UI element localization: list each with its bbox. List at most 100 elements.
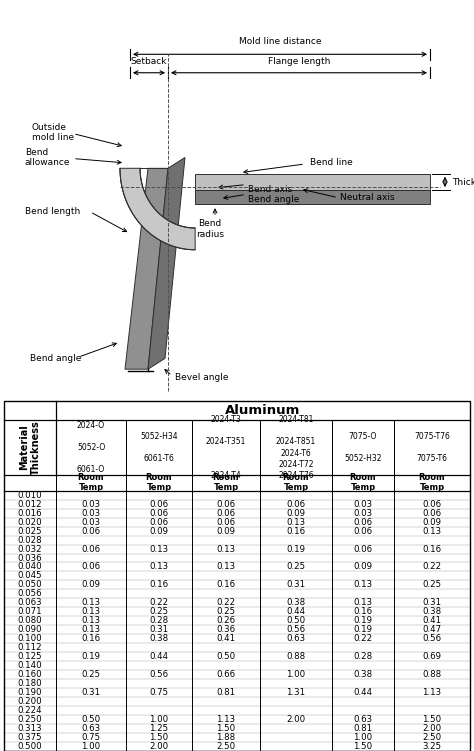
Text: 0.010: 0.010 — [18, 490, 42, 499]
Text: 0.16: 0.16 — [149, 581, 169, 590]
Text: 0.13: 0.13 — [217, 544, 236, 553]
Text: Bend line: Bend line — [310, 158, 353, 167]
Text: 0.19: 0.19 — [286, 544, 306, 553]
Text: 0.063: 0.063 — [18, 599, 42, 608]
Text: Room
Temp: Room Temp — [350, 473, 376, 493]
Text: 0.020: 0.020 — [18, 517, 42, 526]
Text: 0.16: 0.16 — [354, 608, 373, 617]
Text: 0.44: 0.44 — [354, 688, 373, 697]
Text: 0.56: 0.56 — [422, 635, 442, 644]
Text: 0.125: 0.125 — [18, 653, 42, 661]
Text: Setback: Setback — [130, 57, 166, 66]
Text: 0.88: 0.88 — [422, 670, 442, 679]
Text: 0.06: 0.06 — [422, 499, 442, 508]
Text: 1.50: 1.50 — [217, 724, 236, 733]
Polygon shape — [120, 168, 195, 250]
Text: 0.88: 0.88 — [286, 653, 306, 661]
Text: 0.81: 0.81 — [354, 724, 373, 733]
Text: 0.63: 0.63 — [354, 715, 373, 724]
Text: 0.09: 0.09 — [149, 526, 168, 535]
Text: 0.140: 0.140 — [18, 661, 42, 670]
Text: 0.06: 0.06 — [82, 526, 100, 535]
Text: 0.06: 0.06 — [422, 508, 442, 517]
Text: 0.25: 0.25 — [82, 670, 100, 679]
Text: 0.31: 0.31 — [286, 581, 306, 590]
Text: 1.00: 1.00 — [82, 742, 100, 751]
Text: 1.50: 1.50 — [422, 715, 442, 724]
Text: Bend angle: Bend angle — [248, 195, 300, 204]
Text: 0.31: 0.31 — [149, 626, 169, 635]
Text: 0.16: 0.16 — [422, 544, 442, 553]
Text: 0.012: 0.012 — [18, 499, 42, 508]
Text: 0.16: 0.16 — [82, 635, 100, 644]
Text: 0.028: 0.028 — [18, 535, 42, 544]
Text: 2024-O

5052-O

6061-O: 2024-O 5052-O 6061-O — [77, 421, 105, 474]
Text: 0.090: 0.090 — [18, 626, 42, 635]
Text: 0.050: 0.050 — [18, 581, 42, 590]
Text: 0.41: 0.41 — [422, 617, 442, 626]
Text: 0.25: 0.25 — [217, 608, 236, 617]
Text: 0.19: 0.19 — [354, 626, 373, 635]
Text: 0.31: 0.31 — [422, 599, 442, 608]
Text: 0.13: 0.13 — [354, 581, 373, 590]
Text: 0.160: 0.160 — [18, 670, 42, 679]
Text: 7075-O

5052-H32: 7075-O 5052-H32 — [344, 432, 382, 463]
Text: 0.045: 0.045 — [18, 572, 42, 581]
Text: 0.47: 0.47 — [422, 626, 442, 635]
Text: 0.25: 0.25 — [422, 581, 442, 590]
Text: 7075-T76

7075-T6: 7075-T76 7075-T6 — [414, 432, 450, 463]
Text: 0.22: 0.22 — [422, 562, 442, 572]
Text: 1.00: 1.00 — [149, 715, 169, 724]
Text: 0.81: 0.81 — [217, 688, 236, 697]
Text: 1.00: 1.00 — [286, 670, 306, 679]
Text: 2024-T3

2024-T351


2024-T4: 2024-T3 2024-T351 2024-T4 — [206, 415, 246, 480]
Text: Material
Thickness: Material Thickness — [19, 420, 41, 475]
Text: 1.13: 1.13 — [422, 688, 442, 697]
Text: Room
Temp: Room Temp — [283, 473, 310, 493]
Text: 0.313: 0.313 — [18, 724, 42, 733]
Text: 2.00: 2.00 — [286, 715, 306, 724]
Text: 2024-T81

2024-T851
2024-T6
2024-T72
2024-T76: 2024-T81 2024-T851 2024-T6 2024-T72 2024… — [276, 415, 316, 480]
Text: 2.50: 2.50 — [422, 733, 442, 742]
Text: 0.50: 0.50 — [217, 653, 236, 661]
Text: 0.06: 0.06 — [354, 544, 373, 553]
Text: 0.50: 0.50 — [82, 715, 100, 724]
Text: 0.56: 0.56 — [286, 626, 306, 635]
Text: 0.200: 0.200 — [18, 697, 42, 706]
Text: 0.03: 0.03 — [82, 517, 100, 526]
Text: 0.016: 0.016 — [18, 508, 42, 517]
Text: Room
Temp: Room Temp — [213, 473, 239, 493]
Text: 0.19: 0.19 — [82, 653, 100, 661]
Text: 0.13: 0.13 — [286, 517, 306, 526]
Text: 0.080: 0.080 — [18, 617, 42, 626]
Text: 0.38: 0.38 — [286, 599, 306, 608]
Text: 0.13: 0.13 — [217, 562, 236, 572]
Text: 0.100: 0.100 — [18, 635, 42, 644]
Polygon shape — [120, 168, 195, 250]
Text: 0.06: 0.06 — [354, 526, 373, 535]
Text: 0.41: 0.41 — [217, 635, 236, 644]
Polygon shape — [125, 168, 168, 369]
Text: 0.36: 0.36 — [217, 626, 236, 635]
Text: 0.056: 0.056 — [18, 590, 42, 599]
Text: 0.16: 0.16 — [286, 526, 306, 535]
Text: 0.13: 0.13 — [422, 526, 442, 535]
Text: 0.190: 0.190 — [18, 688, 42, 697]
Text: 0.13: 0.13 — [82, 626, 100, 635]
Text: 0.09: 0.09 — [354, 562, 373, 572]
Text: 0.09: 0.09 — [422, 517, 441, 526]
Polygon shape — [195, 190, 430, 204]
Text: 0.28: 0.28 — [149, 617, 169, 626]
Text: 0.500: 0.500 — [18, 742, 42, 751]
Text: Neutral axis: Neutral axis — [340, 193, 395, 202]
Text: 0.38: 0.38 — [149, 635, 169, 644]
Text: 0.03: 0.03 — [354, 499, 373, 508]
Text: 0.13: 0.13 — [149, 544, 169, 553]
Text: Bend
radius: Bend radius — [196, 219, 224, 239]
Text: 0.03: 0.03 — [82, 508, 100, 517]
Text: 5052-H34

6061-T6: 5052-H34 6061-T6 — [140, 432, 178, 463]
Text: 0.040: 0.040 — [18, 562, 42, 572]
Text: 0.50: 0.50 — [286, 617, 306, 626]
Text: 0.112: 0.112 — [18, 644, 42, 653]
Text: 0.375: 0.375 — [18, 733, 42, 742]
